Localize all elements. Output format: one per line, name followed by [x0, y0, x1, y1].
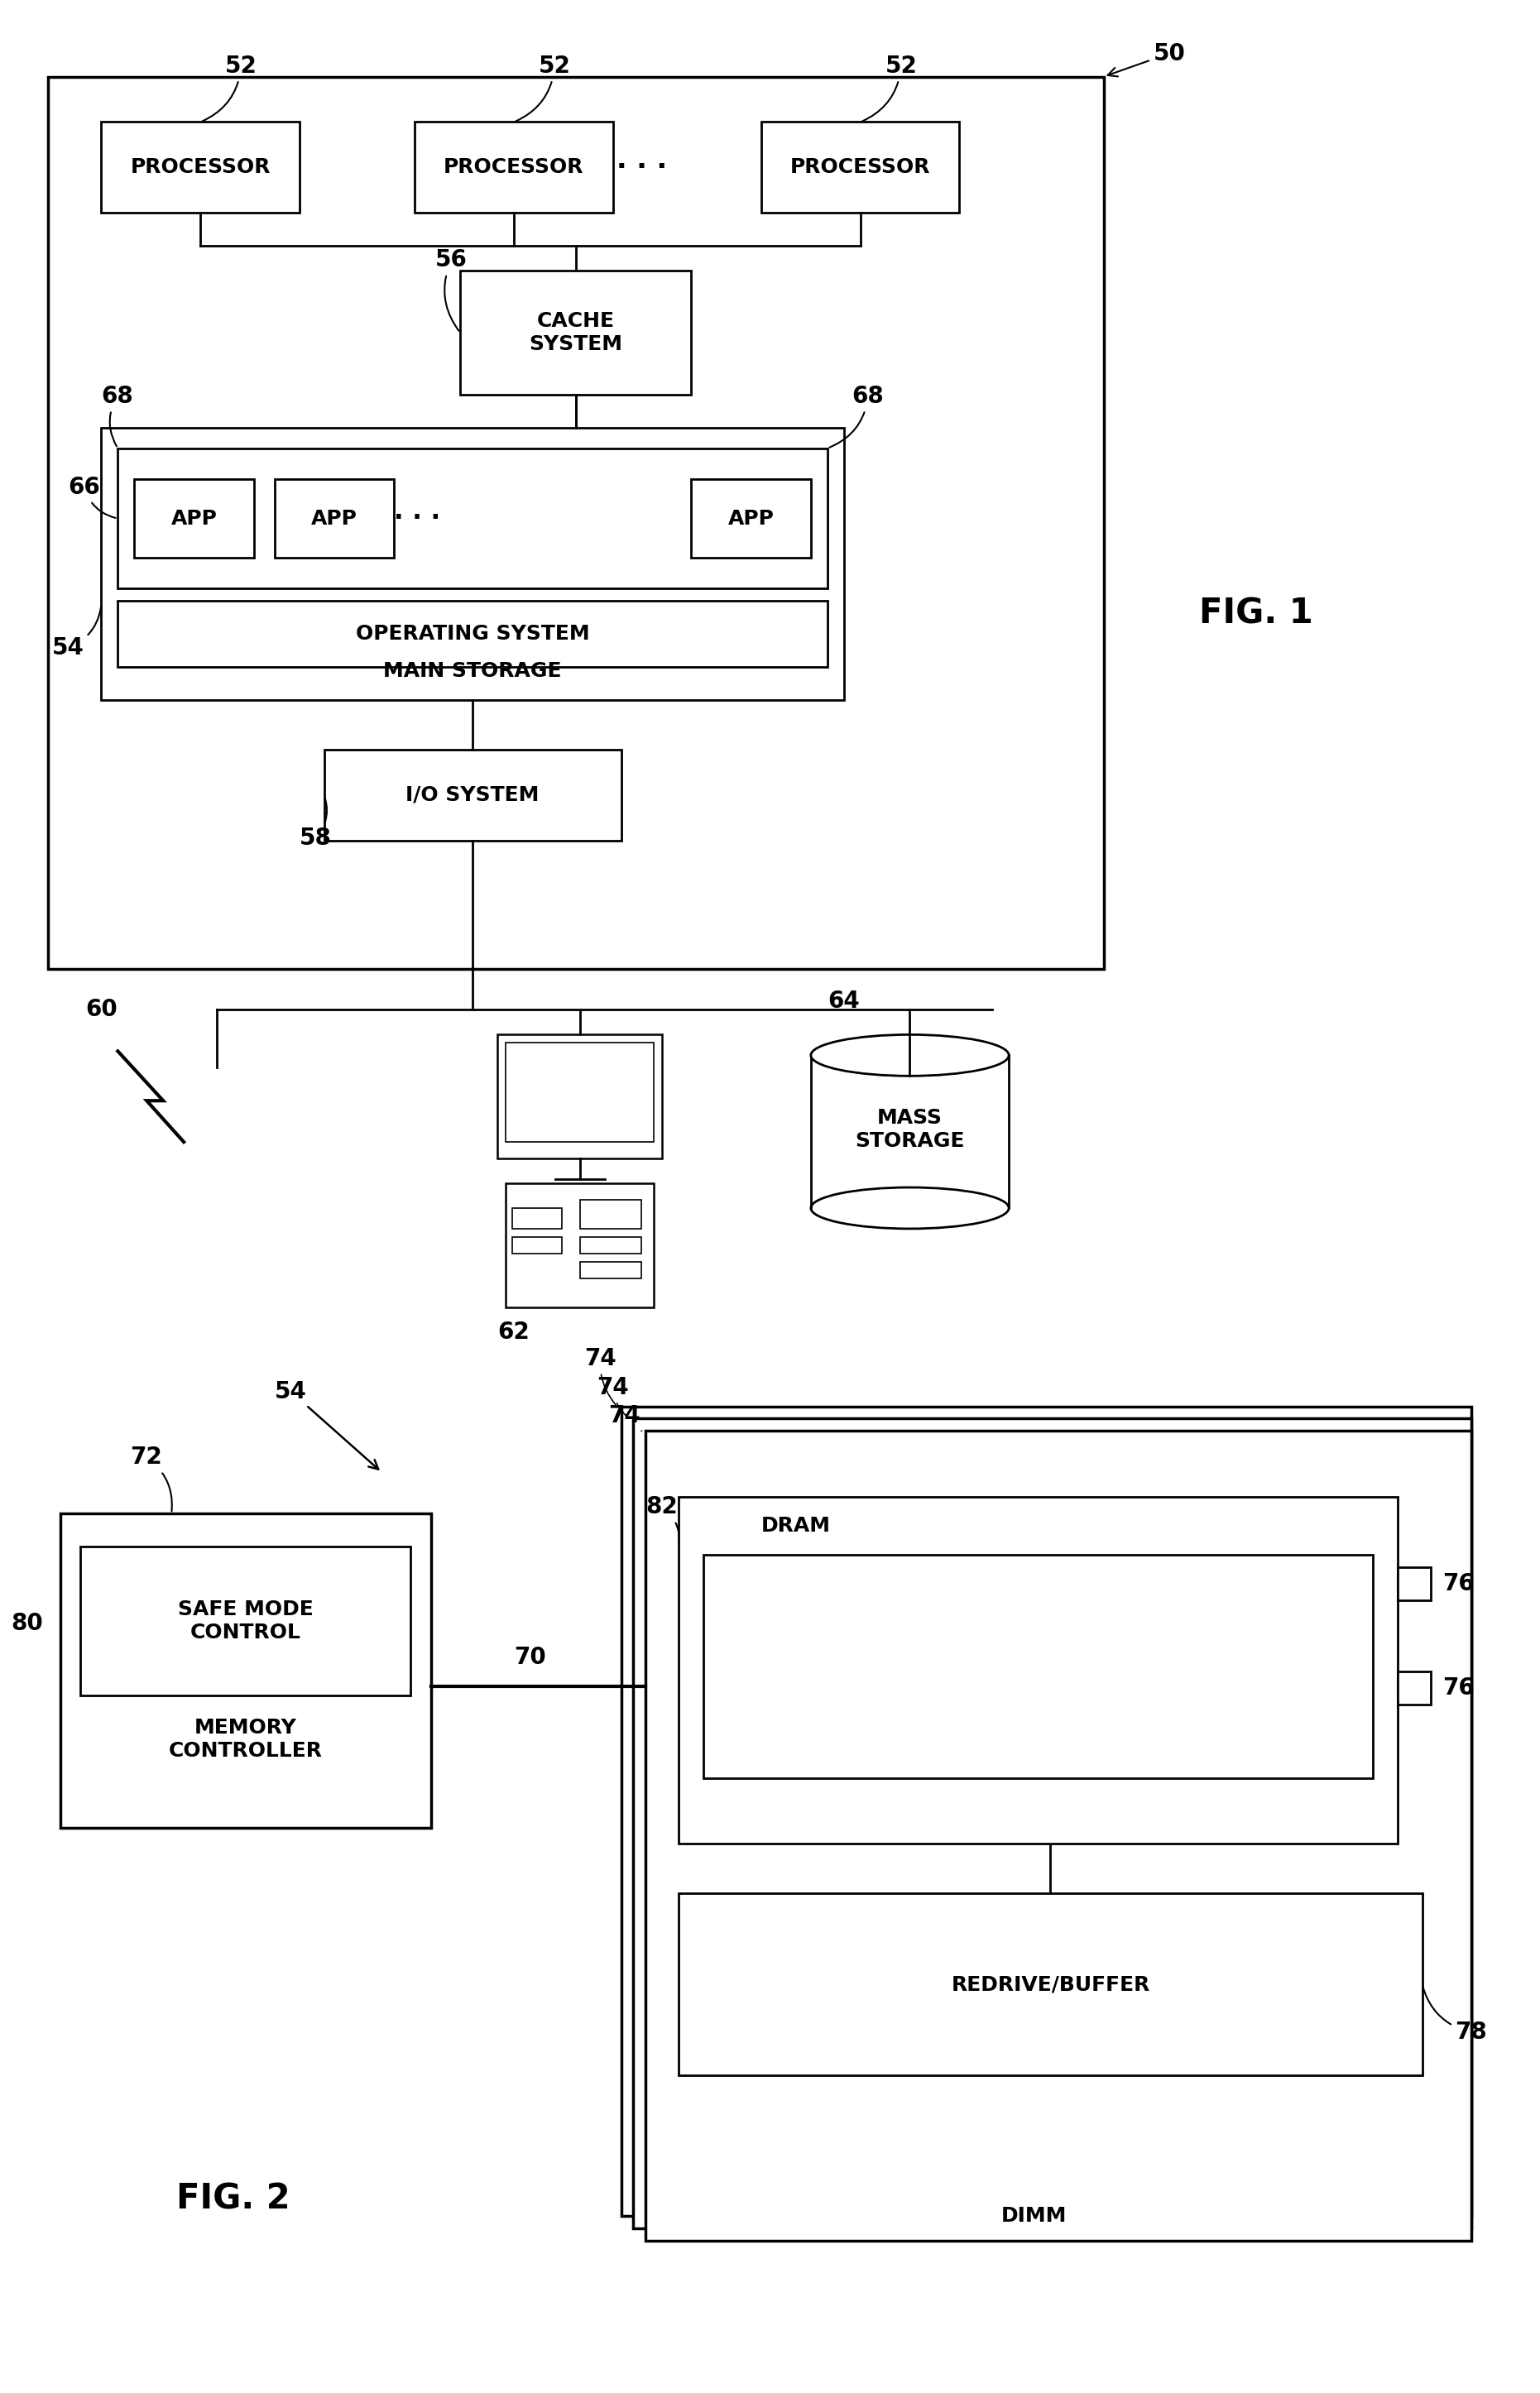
Bar: [633, 1419, 1472, 2228]
Text: 82: 82: [645, 1496, 679, 1543]
Text: 68: 68: [102, 385, 134, 445]
Bar: [761, 122, 959, 213]
Bar: [274, 479, 394, 558]
Bar: [581, 1261, 642, 1278]
Text: PROCESSOR: PROCESSOR: [444, 158, 584, 177]
Text: FIG. 2: FIG. 2: [177, 2182, 290, 2216]
Bar: [505, 1043, 654, 1141]
Text: 66: 66: [68, 476, 116, 517]
Text: 56: 56: [436, 249, 468, 330]
Bar: [134, 479, 254, 558]
Text: DIMM: DIMM: [1001, 2206, 1067, 2225]
Bar: [513, 1237, 562, 1254]
Bar: [460, 270, 691, 395]
Text: 52: 52: [202, 55, 257, 122]
Text: 54: 54: [52, 608, 102, 660]
Bar: [117, 447, 827, 589]
Bar: [102, 428, 844, 701]
Text: DRAM: DRAM: [761, 1517, 832, 1536]
Bar: [48, 77, 1104, 969]
Bar: [117, 601, 827, 668]
Text: 76: 76: [1443, 1572, 1475, 1596]
Text: CACHE
SYSTEM: CACHE SYSTEM: [528, 311, 622, 354]
Text: 54: 54: [274, 1381, 379, 1469]
Text: OPERATING SYSTEM: OPERATING SYSTEM: [356, 625, 590, 644]
Text: APP: APP: [728, 510, 775, 529]
Text: · · ·: · · ·: [616, 153, 667, 182]
Bar: [513, 1208, 562, 1228]
Bar: [621, 1407, 1472, 2216]
Bar: [414, 122, 613, 213]
Text: 72: 72: [131, 1445, 172, 1512]
Text: 52: 52: [862, 55, 918, 122]
Text: 60: 60: [85, 998, 117, 1022]
Text: 64: 64: [829, 991, 859, 1012]
Ellipse shape: [812, 1187, 1009, 1228]
Text: 80: 80: [11, 1613, 43, 1634]
Text: APP: APP: [311, 510, 357, 529]
Bar: [505, 1182, 654, 1307]
Text: 74: 74: [584, 1347, 616, 1405]
Text: 50: 50: [1107, 43, 1186, 77]
Bar: [497, 1034, 662, 1158]
Text: 68: 68: [830, 385, 884, 447]
Text: · · ·: · · ·: [394, 507, 440, 531]
Bar: [581, 1237, 642, 1254]
Text: 58: 58: [299, 797, 331, 850]
Bar: [1397, 1567, 1431, 1601]
Text: 76: 76: [1443, 1677, 1475, 1699]
Bar: [645, 1431, 1472, 2240]
Text: 62: 62: [497, 1321, 530, 1342]
Text: 74: 74: [608, 1405, 642, 1431]
Bar: [323, 749, 621, 840]
Bar: [1397, 1670, 1431, 1704]
Bar: [691, 479, 812, 558]
Bar: [581, 1199, 642, 1228]
Text: APP: APP: [171, 510, 217, 529]
Text: PROCESSOR: PROCESSOR: [131, 158, 271, 177]
Bar: [704, 1555, 1372, 1778]
Text: I/O SYSTEM: I/O SYSTEM: [407, 785, 539, 804]
Text: MAIN STORAGE: MAIN STORAGE: [383, 660, 562, 682]
Text: SAFE MODE
CONTROL: SAFE MODE CONTROL: [179, 1599, 314, 1642]
Text: 78: 78: [1423, 1986, 1488, 2044]
Ellipse shape: [812, 1034, 1009, 1077]
Text: SAFE MODE
CONTROL: SAFE MODE CONTROL: [970, 1644, 1106, 1687]
Text: PROCESSOR: PROCESSOR: [790, 158, 930, 177]
Bar: [679, 1498, 1397, 1845]
Text: REDRIVE/BUFFER: REDRIVE/BUFFER: [952, 1974, 1150, 1993]
Bar: [60, 1515, 431, 1828]
Text: 52: 52: [516, 55, 571, 122]
Text: MASS
STORAGE: MASS STORAGE: [855, 1108, 964, 1151]
Bar: [80, 1546, 411, 1694]
Text: 70: 70: [514, 1646, 547, 1668]
Text: 74: 74: [596, 1376, 628, 1417]
Text: MEMORY
CONTROLLER: MEMORY CONTROLLER: [169, 1718, 323, 1761]
Text: FIG. 1: FIG. 1: [1200, 596, 1314, 632]
Bar: [679, 1893, 1423, 2075]
Bar: [102, 122, 299, 213]
